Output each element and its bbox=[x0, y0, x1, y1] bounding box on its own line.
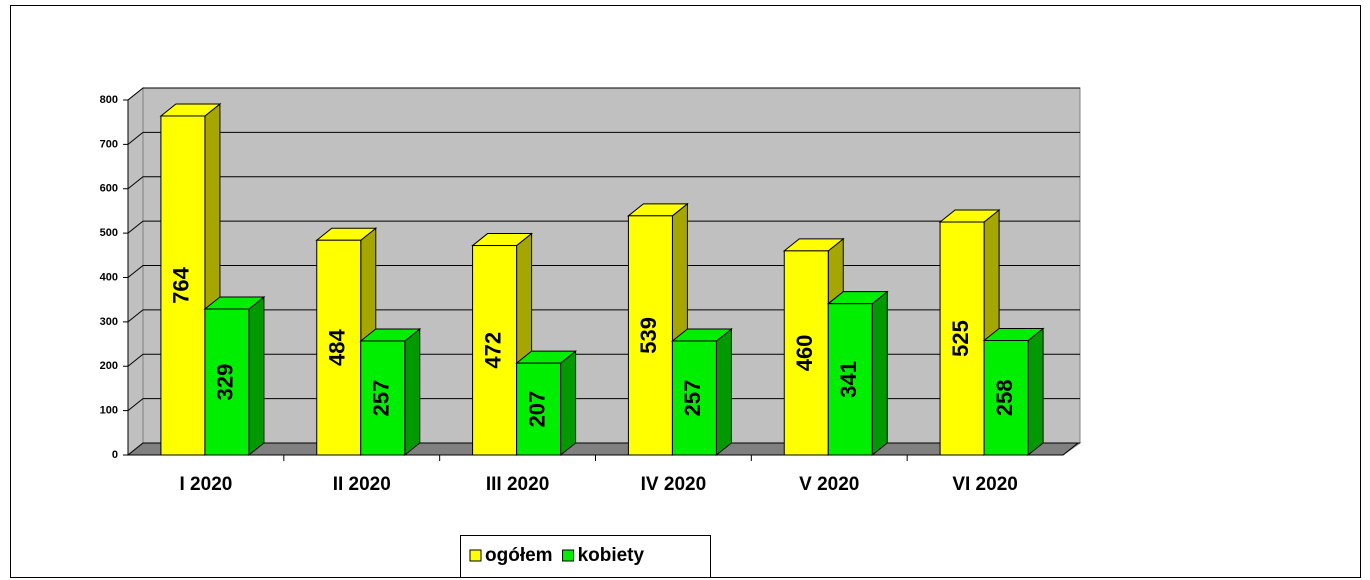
value-label: 460 bbox=[792, 335, 817, 372]
grid-line bbox=[127, 131, 1080, 145]
x-tick-label: IV 2020 bbox=[641, 474, 707, 495]
bar bbox=[783, 250, 829, 456]
bar-side bbox=[1027, 327, 1044, 457]
x-tick-label: III 2020 bbox=[486, 474, 549, 495]
bar bbox=[472, 245, 518, 456]
legend-box bbox=[460, 535, 711, 578]
bar bbox=[671, 340, 717, 456]
value-label: 764 bbox=[169, 266, 194, 303]
grid-line bbox=[127, 87, 1080, 101]
bar bbox=[204, 308, 250, 456]
legend-label: kobiety bbox=[578, 545, 645, 566]
value-label: 257 bbox=[369, 380, 394, 417]
y-tick-label: 800 bbox=[100, 94, 118, 106]
y-tick-label: 400 bbox=[100, 271, 118, 283]
legend-label: ogółem bbox=[485, 545, 553, 566]
value-label: 472 bbox=[480, 332, 505, 369]
grid-line bbox=[127, 176, 1080, 190]
bar-side bbox=[871, 290, 888, 457]
value-label: 484 bbox=[325, 329, 350, 366]
bar-side bbox=[715, 327, 732, 457]
value-label: 329 bbox=[213, 364, 238, 401]
bar bbox=[160, 115, 206, 456]
y-tick-label: 300 bbox=[100, 316, 118, 328]
legend-swatch bbox=[469, 549, 482, 562]
value-label: 258 bbox=[992, 379, 1017, 416]
bar bbox=[983, 340, 1029, 456]
bar-side bbox=[404, 327, 421, 457]
bar-side bbox=[248, 295, 265, 457]
y-tick-label: 0 bbox=[112, 449, 118, 461]
value-label: 539 bbox=[636, 317, 661, 354]
grid-line bbox=[127, 442, 1080, 456]
grid-line bbox=[127, 220, 1080, 234]
floor bbox=[126, 442, 1082, 456]
y-tick-label: 700 bbox=[100, 138, 118, 150]
bar bbox=[939, 221, 985, 456]
legend-swatch bbox=[562, 549, 575, 562]
value-label: 525 bbox=[948, 320, 973, 357]
value-label: 341 bbox=[836, 361, 861, 398]
grid-line bbox=[127, 309, 1080, 323]
bar bbox=[627, 215, 673, 456]
bar bbox=[516, 362, 562, 456]
bar bbox=[360, 340, 406, 456]
x-tick-label: II 2020 bbox=[333, 474, 391, 495]
y-tick-label: 600 bbox=[100, 183, 118, 195]
value-label: 207 bbox=[524, 391, 549, 428]
grid-line bbox=[127, 353, 1080, 367]
x-tick-label: V 2020 bbox=[799, 474, 859, 495]
y-tick-label: 500 bbox=[100, 227, 118, 239]
y-tick-label: 100 bbox=[100, 405, 118, 417]
x-tick-label: I 2020 bbox=[180, 474, 233, 495]
grid-line bbox=[127, 265, 1080, 278]
bar bbox=[827, 303, 873, 456]
bar-side bbox=[560, 350, 577, 457]
grid-line bbox=[127, 398, 1080, 412]
x-tick-label: VI 2020 bbox=[952, 474, 1018, 495]
y-tick-label: 200 bbox=[100, 360, 118, 372]
value-label: 257 bbox=[680, 380, 705, 417]
